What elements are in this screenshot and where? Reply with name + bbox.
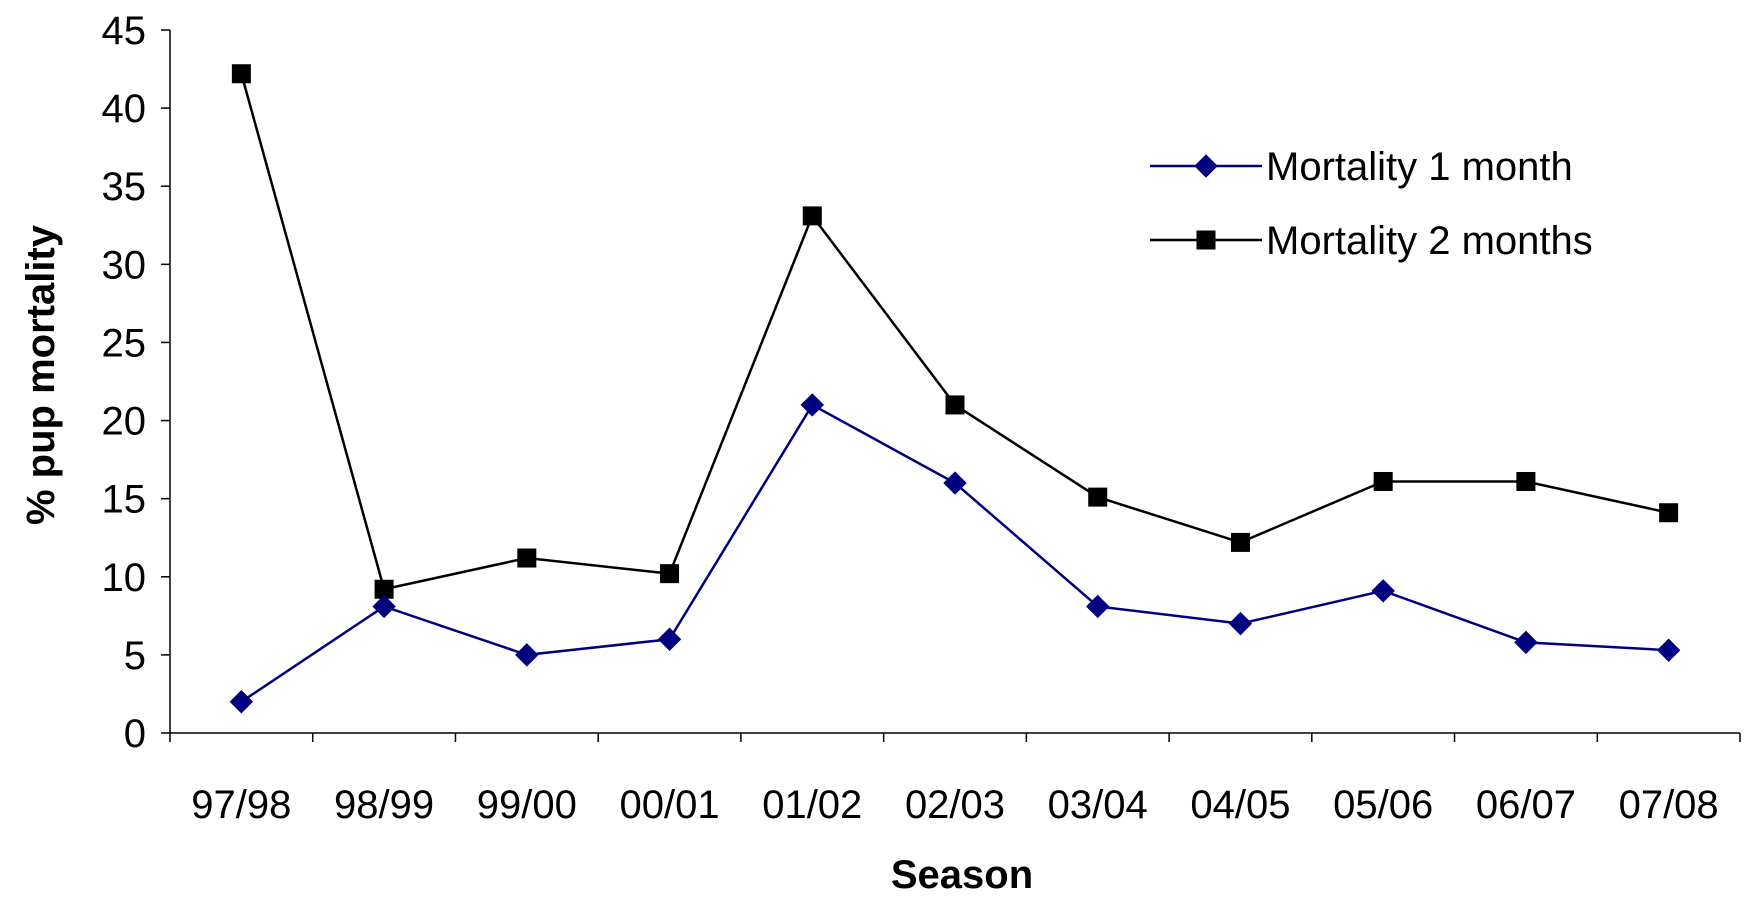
data-point-mortality-2-months	[231, 64, 251, 84]
series-layer	[229, 64, 1681, 714]
y-tick-label: 35	[102, 165, 147, 209]
x-tick-label: 97/98	[191, 783, 291, 827]
data-point-mortality-2-months	[1373, 471, 1393, 491]
x-tick-label: 04/05	[1190, 783, 1290, 827]
y-tick-label: 5	[124, 634, 146, 678]
data-point-mortality-1-month	[1656, 638, 1681, 662]
data-point-mortality-2-months	[1230, 532, 1250, 552]
x-tick-label: 01/02	[762, 783, 862, 827]
legend-marker-mortality-1-month	[1194, 154, 1218, 178]
data-point-mortality-1-month	[515, 643, 539, 667]
data-point-mortality-1-month	[1371, 579, 1395, 603]
legend: Mortality 1 month Mortality 2 months	[1150, 145, 1593, 263]
y-tick-label: 40	[102, 87, 147, 131]
y-tick-label: 20	[102, 400, 147, 444]
y-tick-label: 25	[102, 321, 147, 365]
legend-label-mortality-2-months: Mortality 2 months	[1266, 219, 1593, 263]
legend-label-mortality-1-month: Mortality 1 month	[1266, 145, 1573, 189]
x-axis-title: Season	[891, 853, 1033, 897]
x-tick-label: 06/07	[1476, 783, 1576, 827]
x-tick-label: 05/06	[1333, 783, 1433, 827]
y-tick-label: 45	[102, 9, 147, 53]
data-point-mortality-1-month	[1228, 611, 1253, 636]
data-point-mortality-1-month	[943, 471, 967, 495]
data-point-mortality-1-month	[229, 690, 254, 714]
data-point-mortality-2-months	[1516, 471, 1536, 491]
data-point-mortality-2-months	[945, 395, 965, 415]
series-line-mortality-1-month	[240, 403, 1669, 703]
x-tick-label: 98/99	[334, 783, 434, 827]
data-point-mortality-2-months	[660, 564, 680, 584]
data-point-mortality-1-month	[657, 627, 682, 651]
data-point-mortality-1-month	[1514, 630, 1538, 655]
y-tick-label: 10	[102, 556, 147, 600]
data-point-mortality-1-month	[1086, 594, 1110, 619]
y-tick-label: 0	[124, 712, 146, 756]
x-tick-label: 07/08	[1619, 783, 1719, 827]
data-point-mortality-2-months	[1659, 503, 1679, 523]
data-point-mortality-2-months	[1088, 487, 1108, 507]
x-tick-label: 02/03	[905, 783, 1005, 827]
x-tick-label: 00/01	[619, 783, 719, 827]
data-point-mortality-1-month	[372, 594, 396, 619]
axes: 0 5 10 15 20 25 30 35 40 45 97/98 98/99 99/00 00/01 01…	[102, 9, 1741, 827]
data-point-mortality-1-month	[800, 393, 824, 417]
legend-marker-mortality-2-months	[1196, 230, 1216, 250]
y-tick-label: 15	[102, 478, 147, 522]
y-tick-label: 30	[102, 243, 147, 287]
data-point-mortality-2-months	[517, 548, 537, 568]
x-tick-label: 03/04	[1048, 783, 1148, 827]
data-point-mortality-2-months	[802, 206, 822, 226]
y-axis-title: % pup mortality	[19, 224, 63, 525]
x-tick-label: 99/00	[477, 783, 577, 827]
